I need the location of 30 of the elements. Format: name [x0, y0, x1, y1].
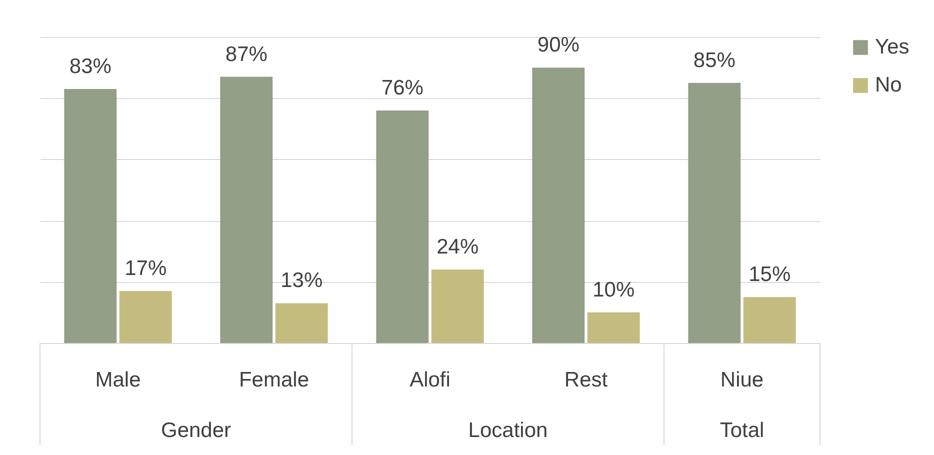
bar [688, 82, 741, 343]
text: Gender [160, 419, 232, 442]
data-label: 85% [693, 48, 736, 72]
data-label: 13% [280, 269, 323, 292]
bar [431, 270, 484, 343]
bar [64, 89, 117, 343]
bar [275, 303, 328, 343]
text: Location [468, 419, 548, 442]
data-label: 83% [69, 55, 112, 78]
bar [743, 297, 796, 343]
data-label: 15% [748, 263, 791, 286]
x-tick-label: Rest [564, 368, 608, 392]
data-label: 17% [124, 256, 167, 280]
bar [220, 76, 273, 343]
x-tick-label: Alofi [410, 368, 450, 392]
data-label: 24% [436, 236, 479, 259]
bar [532, 68, 585, 343]
x-tick-label: Female [238, 368, 310, 392]
x-tick-label: Niue [720, 368, 764, 392]
legend-label: No [875, 74, 902, 96]
data-label: 90% [537, 34, 580, 57]
bar [376, 110, 429, 343]
data-label: 76% [381, 76, 424, 100]
bar [587, 312, 640, 343]
legend-label: Yes [875, 36, 910, 58]
x-tick-label: Male [95, 368, 141, 392]
data-label: 87% [225, 42, 268, 66]
data-label: 10% [592, 278, 635, 302]
bar [119, 290, 172, 343]
text: Total [720, 419, 764, 442]
